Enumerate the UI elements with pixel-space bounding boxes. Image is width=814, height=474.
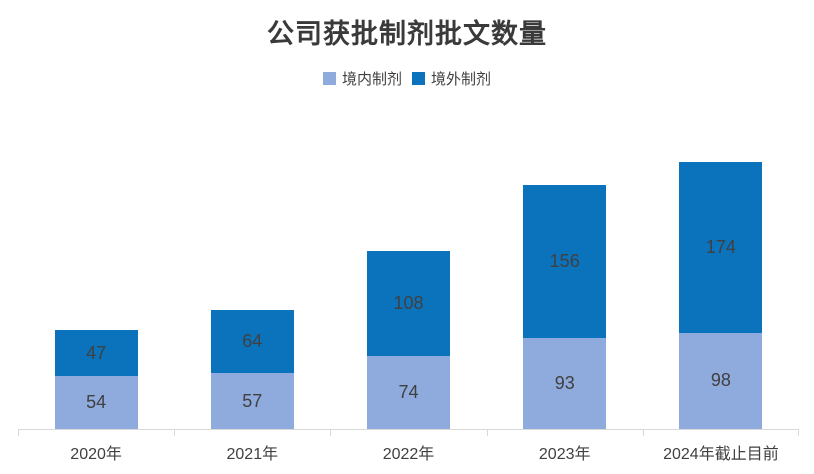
x-axis: 2020年 2021年 2022年 2023年 2024年截止目前 bbox=[18, 429, 799, 474]
axis-tick bbox=[798, 430, 799, 436]
data-label: 57 bbox=[242, 390, 263, 411]
bar-stack[interactable]: 174 98 bbox=[679, 162, 763, 429]
data-label: 54 bbox=[86, 392, 107, 413]
bar-column-2020年: 47 54 bbox=[18, 112, 174, 429]
bar-segment-境外制剂[interactable]: 47 bbox=[54, 330, 138, 377]
bar-column-2021年: 64 57 bbox=[174, 112, 330, 429]
bar-column-2024年截止目前: 174 98 bbox=[643, 112, 799, 429]
bar-stack[interactable]: 156 93 bbox=[523, 185, 607, 429]
legend-swatch-overseas-icon bbox=[412, 71, 425, 85]
legend-item-overseas[interactable]: 境外制剂 bbox=[412, 68, 491, 89]
bars-area: 47 54 64 57 108 74 156 93 174 98 bbox=[18, 112, 799, 429]
bar-segment-境内制剂[interactable]: 74 bbox=[367, 356, 450, 429]
bar-segment-境内制剂[interactable]: 98 bbox=[679, 332, 763, 429]
legend-swatch-domestic-icon bbox=[322, 71, 336, 85]
x-axis-label: 2024年截止目前 bbox=[663, 446, 779, 463]
bar-segment-境外制剂[interactable]: 174 bbox=[679, 162, 763, 333]
bar-segment-境内制剂[interactable]: 57 bbox=[210, 373, 294, 429]
bar-stack[interactable]: 47 54 bbox=[54, 330, 138, 429]
bar-segment-境外制剂[interactable]: 156 bbox=[523, 185, 607, 338]
bar-segment-境内制剂[interactable]: 54 bbox=[54, 376, 138, 429]
bar-stack[interactable]: 108 74 bbox=[367, 250, 450, 429]
plot-area: 47 54 64 57 108 74 156 93 174 98 2020年 2021年 2022年 2… bbox=[18, 112, 799, 474]
bar-segment-境外制剂[interactable]: 64 bbox=[210, 310, 294, 374]
data-label: 174 bbox=[705, 237, 736, 258]
stacked-bar-chart: 公司获批制剂批文数量 境内制剂 境外制剂 47 54 64 57 108 74 156 93 1… bbox=[0, 12, 814, 474]
x-axis-label: 2022年 bbox=[382, 446, 435, 463]
axis-tick bbox=[642, 430, 644, 436]
x-axis-label: 2021年 bbox=[226, 446, 279, 463]
data-label: 47 bbox=[86, 342, 107, 363]
bar-segment-境内制剂[interactable]: 93 bbox=[523, 337, 607, 429]
data-label: 98 bbox=[710, 370, 731, 391]
legend: 境内制剂 境外制剂 bbox=[0, 68, 814, 88]
bar-column-2022年: 108 74 bbox=[330, 112, 486, 429]
data-label: 74 bbox=[398, 382, 419, 403]
data-label: 93 bbox=[554, 372, 575, 393]
legend-label-domestic: 境内制剂 bbox=[341, 70, 402, 88]
x-axis-label: 2023年 bbox=[538, 446, 591, 463]
data-label: 156 bbox=[549, 250, 580, 271]
axis-tick bbox=[18, 430, 19, 436]
bar-column-2023年: 156 93 bbox=[487, 112, 643, 429]
x-axis-label: 2020年 bbox=[70, 446, 122, 463]
axis-tick bbox=[486, 430, 488, 436]
axis-tick bbox=[174, 430, 176, 436]
data-label: 108 bbox=[393, 293, 424, 314]
bar-stack[interactable]: 64 57 bbox=[210, 310, 294, 429]
chart-title: 公司获批制剂批文数量 bbox=[267, 19, 547, 49]
legend-item-domestic[interactable]: 境内制剂 bbox=[322, 68, 402, 89]
axis-tick bbox=[330, 430, 332, 436]
legend-label-overseas: 境外制剂 bbox=[431, 70, 492, 88]
data-label: 64 bbox=[242, 331, 263, 352]
bar-segment-境外制剂[interactable]: 108 bbox=[367, 250, 450, 357]
